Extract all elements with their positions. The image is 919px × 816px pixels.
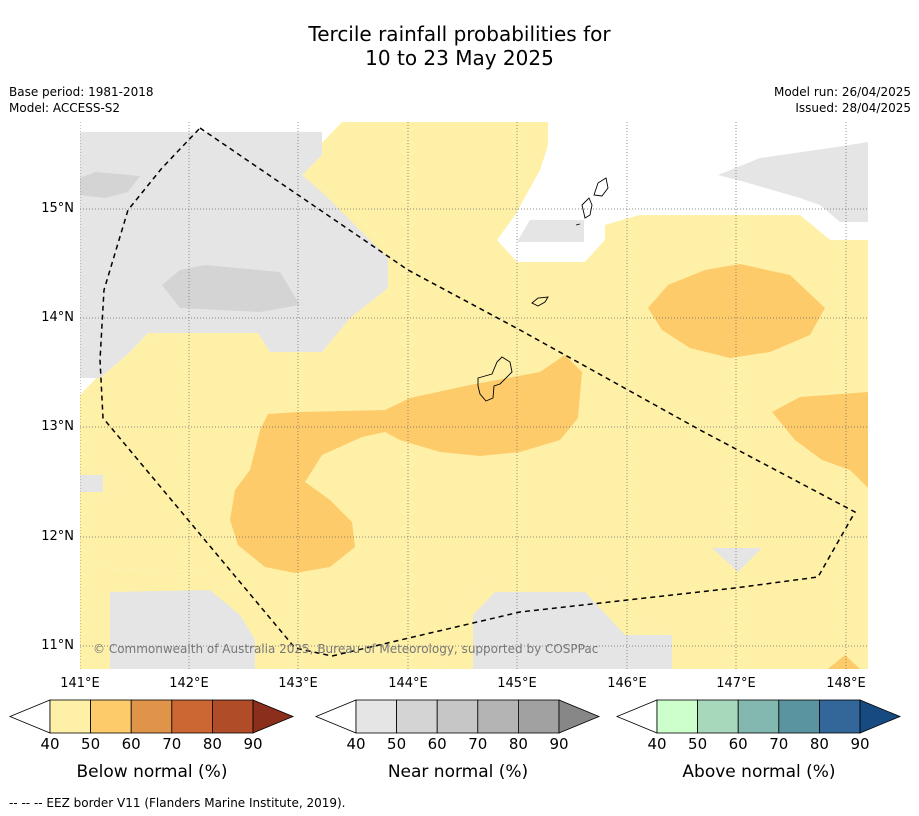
lon-tick-141: 141°E xyxy=(60,676,100,691)
lat-tick-11: 11°N xyxy=(41,638,74,653)
model-run: Model run: 26/04/2025 xyxy=(773,85,911,99)
colorbar-below-normal xyxy=(8,699,295,734)
colorbar-tick-label: 70 xyxy=(162,735,182,753)
colorbar-tick-label: 50 xyxy=(81,735,101,753)
colorbar-near-normal xyxy=(314,699,601,734)
lon-tick-145: 145°E xyxy=(497,676,537,691)
colorbar-tick-label: 40 xyxy=(40,735,60,753)
colorbar-segment xyxy=(436,699,479,734)
graticule xyxy=(80,122,868,669)
colorbar-tick-label: 90 xyxy=(850,735,870,753)
colorbar-tick-label: 70 xyxy=(769,735,789,753)
issued-date: Issued: 28/04/2025 xyxy=(795,101,911,115)
colorbar-segment xyxy=(697,699,739,734)
near-50-region-northwest xyxy=(162,265,300,312)
colorbar-tick-label: 60 xyxy=(427,735,447,753)
map-title: Tercile rainfall probabilities for 10 to… xyxy=(0,22,919,70)
colorbar-segment xyxy=(656,699,698,734)
meta-left: Base period: 1981-2018 Model: ACCESS-S2 xyxy=(9,84,154,116)
tinian-island xyxy=(581,197,593,219)
colorbar-tick-label: 90 xyxy=(549,735,569,753)
near-50-region-corner xyxy=(80,172,140,198)
eez-border xyxy=(99,127,857,657)
colorbar-tick-label: 50 xyxy=(387,735,407,753)
colorbar-title-below: Below normal (%) xyxy=(76,762,228,782)
colorbar-tick-label: 80 xyxy=(202,735,222,753)
title-line-2: 10 to 23 May 2025 xyxy=(365,46,554,70)
colorbar-tick-label: 80 xyxy=(508,735,528,753)
model-name: Model: ACCESS-S2 xyxy=(9,101,121,115)
colorbar-title-above: Above normal (%) xyxy=(682,762,836,782)
colorbar-segment xyxy=(778,699,820,734)
colorbar-tick-label: 60 xyxy=(121,735,141,753)
aguijan-island xyxy=(575,223,581,226)
near-40-region-northwest xyxy=(80,132,388,378)
colorbar-segment xyxy=(355,699,397,734)
saipan-island xyxy=(593,177,609,197)
colorbar-segment xyxy=(49,699,91,734)
colorbar-segment xyxy=(90,699,132,734)
guam-island xyxy=(477,356,513,402)
eez-footnote: -- -- -- EEZ border V11 (Flanders Marine… xyxy=(9,796,346,810)
below-50-region-southeast xyxy=(772,392,868,488)
meta-right: Model run: 26/04/2025 Issued: 28/04/2025 xyxy=(774,84,911,116)
lon-tick-146: 146°E xyxy=(607,676,647,691)
colorbar-tick-label: 80 xyxy=(809,735,829,753)
lon-tick-148: 148°E xyxy=(826,676,866,691)
colorbars xyxy=(8,699,902,734)
colorbar-tick-label: 40 xyxy=(346,735,366,753)
below-50-region-east xyxy=(648,264,825,358)
lon-tick-143: 143°E xyxy=(278,676,318,691)
lon-tick-142: 142°E xyxy=(169,676,209,691)
below-50-region-corner xyxy=(828,655,860,669)
colorbar-right-arrow xyxy=(252,699,295,734)
rota-island xyxy=(531,296,549,307)
copyright-notice: © Commonwealth of Australia 2025, Bureau… xyxy=(93,642,599,656)
base-period: Base period: 1981-2018 xyxy=(9,85,154,99)
colorbar-segment xyxy=(211,699,254,734)
lat-tick-14: 14°N xyxy=(41,310,74,325)
lat-tick-15: 15°N xyxy=(41,201,74,216)
colorbar-left-arrow xyxy=(314,699,357,734)
colorbar-left-arrow xyxy=(615,699,658,734)
colorbar-segment xyxy=(819,699,861,734)
rainfall-map xyxy=(80,122,868,669)
below-50-region-central xyxy=(230,355,582,573)
near-40-region-south xyxy=(473,592,672,669)
colorbar-segment xyxy=(737,699,780,734)
colorbar-right-arrow xyxy=(859,699,902,734)
colorbar-segment xyxy=(518,699,560,734)
colorbar-tick-label: 40 xyxy=(647,735,667,753)
colorbar-tick-label: 60 xyxy=(728,735,748,753)
near-40-region-west-small xyxy=(80,475,103,492)
colorbar-segment xyxy=(130,699,173,734)
title-line-1: Tercile rainfall probabilities for xyxy=(308,22,611,46)
lat-tick-12: 12°N xyxy=(41,529,74,544)
lon-tick-144: 144°E xyxy=(388,676,428,691)
colorbar-tick-label: 70 xyxy=(468,735,488,753)
colorbar-tick-label: 50 xyxy=(688,735,708,753)
colorbar-above-normal xyxy=(615,699,902,734)
near-40-region-saipan xyxy=(517,220,584,242)
near-40-region-southwest xyxy=(110,590,255,669)
colorbar-title-near: Near normal (%) xyxy=(387,762,529,782)
colorbar-segment xyxy=(477,699,519,734)
near-40-region-east-small xyxy=(712,548,762,572)
colorbar-tick-label: 90 xyxy=(243,735,263,753)
lon-tick-147: 147°E xyxy=(716,676,756,691)
colorbar-segment xyxy=(171,699,213,734)
lat-tick-13: 13°N xyxy=(41,419,74,434)
colorbar-right-arrow xyxy=(558,699,601,734)
near-40-region-northeast xyxy=(718,142,868,222)
colorbar-segment xyxy=(396,699,438,734)
colorbar-left-arrow xyxy=(8,699,51,734)
